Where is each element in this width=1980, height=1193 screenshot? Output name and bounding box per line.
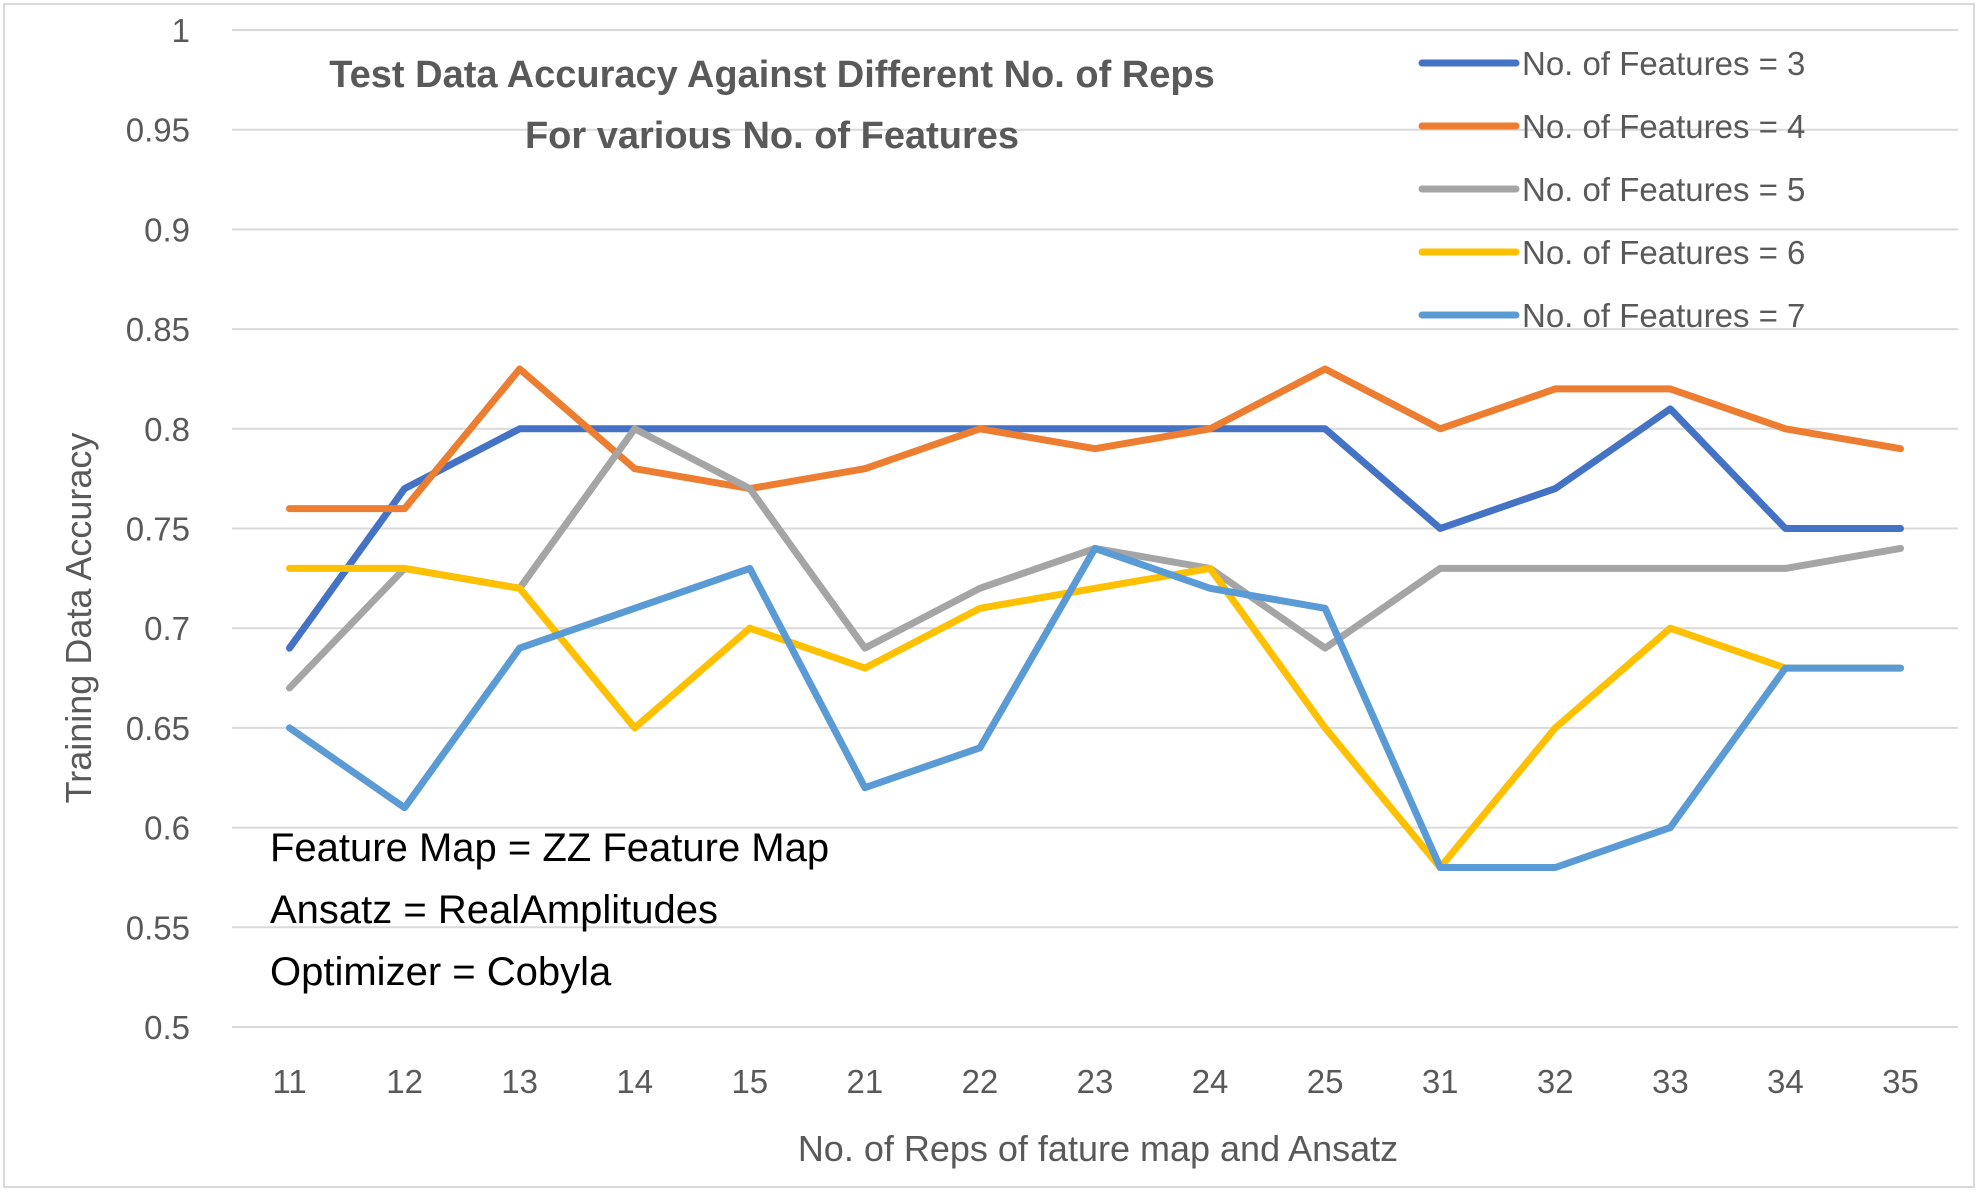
series-line-4 xyxy=(286,564,1904,871)
y-tick-label: 0.75 xyxy=(126,511,190,548)
y-tick-label: 0.7 xyxy=(144,610,190,647)
x-tick-label: 33 xyxy=(1652,1063,1689,1100)
x-tick-label: 23 xyxy=(1077,1063,1114,1100)
x-axis-title: No. of Reps of fature map and Ansatz xyxy=(798,1128,1398,1169)
series-line-3 xyxy=(286,425,1904,692)
legend: No. of Features = 3 No. of Features = 4 No… xyxy=(1418,45,1805,334)
x-tick-label: 32 xyxy=(1537,1063,1574,1100)
x-tick-label: 15 xyxy=(731,1063,768,1100)
legend-label-4: No. of Features = 6 xyxy=(1522,234,1805,271)
x-tick-label: 12 xyxy=(386,1063,423,1100)
y-tick-label: 0.65 xyxy=(126,710,190,747)
chart-frame xyxy=(3,3,1975,1188)
x-tick-label: 14 xyxy=(616,1063,653,1100)
series-lines xyxy=(286,365,1904,871)
series-line-5 xyxy=(286,544,1904,871)
series-line-2 xyxy=(286,365,1904,513)
x-tick-label: 22 xyxy=(962,1063,999,1100)
y-tick-label: 0.6 xyxy=(144,810,190,847)
y-tick-label: 0.5 xyxy=(144,1009,190,1046)
y-tick-label: 0.85 xyxy=(126,311,190,348)
legend-label-5: No. of Features = 7 xyxy=(1522,297,1805,334)
y-axis-title: Training Data Accuracy xyxy=(58,433,99,804)
x-tick-label: 31 xyxy=(1422,1063,1459,1100)
annotation-feature-map: Feature Map = ZZ Feature Map xyxy=(270,826,829,870)
x-tick-label: 11 xyxy=(272,1063,306,1100)
x-tick-label: 35 xyxy=(1882,1063,1919,1100)
y-tick-label: 0.9 xyxy=(144,211,190,248)
legend-label-3: No. of Features = 5 xyxy=(1522,171,1805,208)
x-tick-label: 24 xyxy=(1192,1063,1229,1100)
x-tick-label: 25 xyxy=(1307,1063,1344,1100)
legend-label-1: No. of Features = 3 xyxy=(1522,45,1805,82)
series-line-1 xyxy=(286,405,1904,652)
x-tick-label: 21 xyxy=(847,1063,884,1100)
chart-title-line-1: Test Data Accuracy Against Different No.… xyxy=(329,54,1214,96)
annotation-optimizer: Optimizer = Cobyla xyxy=(270,950,612,994)
x-axis-ticks: 11 12 13 14 15 21 22 23 24 25 31 32 33 34 35 xyxy=(272,1063,1918,1100)
y-tick-label: 1 xyxy=(172,12,190,49)
annotation-ansatz: Ansatz = RealAmplitudes xyxy=(270,888,718,932)
legend-label-2: No. of Features = 4 xyxy=(1522,108,1805,145)
y-axis-ticks: 0.5 0.55 0.6 0.65 0.7 0.75 0.8 0.85 0.9 0.95 1 xyxy=(126,12,190,1046)
x-tick-label: 34 xyxy=(1767,1063,1804,1100)
y-tick-label: 0.8 xyxy=(144,411,190,448)
y-tick-label: 0.95 xyxy=(126,112,190,149)
x-tick-label: 13 xyxy=(501,1063,538,1100)
y-tick-label: 0.55 xyxy=(126,909,190,946)
chart-title-line-2: For various No. of Features xyxy=(525,115,1019,157)
